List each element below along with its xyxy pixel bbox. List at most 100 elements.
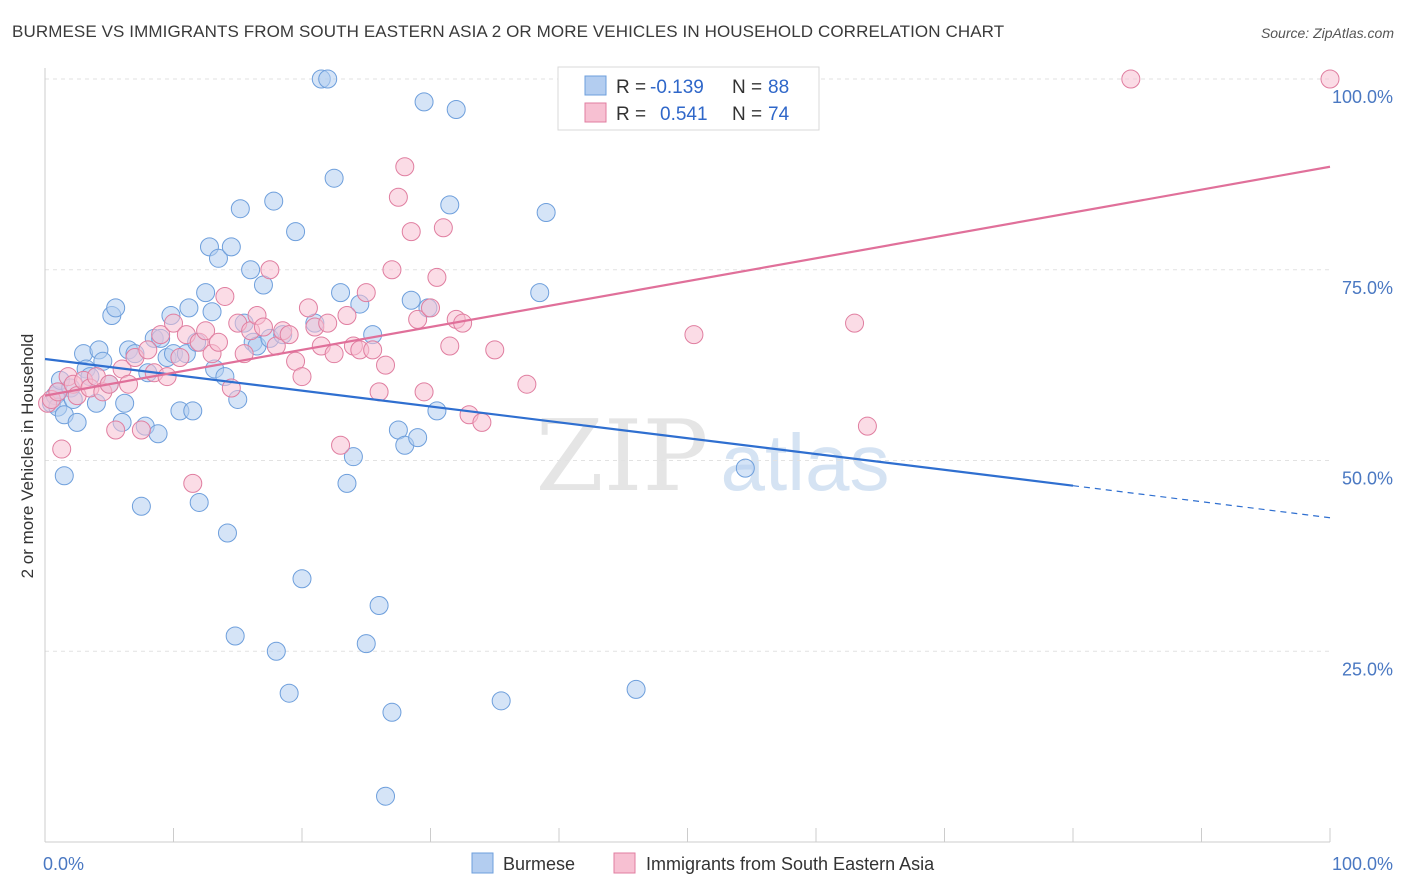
- point-burmese: [414, 92, 434, 112]
- point-burmese: [208, 248, 228, 268]
- point-immigrants: [388, 187, 408, 207]
- point-burmese: [221, 237, 241, 257]
- point-immigrants: [845, 313, 865, 333]
- point-immigrants: [401, 222, 421, 242]
- point-immigrants: [234, 344, 254, 364]
- legend-r-label-immigrants: R =: [616, 104, 646, 125]
- point-burmese: [536, 203, 556, 223]
- y-tick-label: 75.0%: [1342, 278, 1393, 298]
- point-immigrants: [131, 420, 151, 440]
- point-burmese: [735, 458, 755, 478]
- point-immigrants: [151, 325, 171, 345]
- point-immigrants: [324, 344, 344, 364]
- axes: [44, 68, 1331, 843]
- point-immigrants: [337, 306, 357, 326]
- point-immigrants: [433, 218, 453, 238]
- point-burmese: [376, 786, 396, 806]
- point-immigrants: [208, 332, 228, 352]
- point-burmese: [266, 641, 286, 661]
- point-immigrants: [279, 325, 299, 345]
- legend-swatch-immigrants-bottom: [613, 852, 636, 874]
- point-burmese: [369, 595, 389, 615]
- trend-line-burmese: [44, 357, 1074, 487]
- point-burmese: [225, 626, 245, 646]
- point-immigrants: [292, 367, 312, 387]
- point-burmese: [382, 702, 402, 722]
- point-immigrants: [1320, 69, 1340, 89]
- point-immigrants: [119, 374, 139, 394]
- y-tick-label: 50.0%: [1342, 469, 1393, 489]
- point-burmese: [318, 69, 338, 89]
- point-burmese: [230, 199, 250, 219]
- point-burmese: [148, 424, 168, 444]
- point-burmese: [337, 473, 357, 493]
- legend-n-value-burmese: 88: [768, 77, 789, 98]
- trend-line-burmese-extension: [1072, 485, 1331, 519]
- point-immigrants: [485, 340, 505, 360]
- point-burmese: [183, 401, 203, 421]
- legend-swatch-immigrants: [584, 102, 607, 123]
- point-immigrants: [369, 382, 389, 402]
- point-burmese: [324, 168, 344, 188]
- point-immigrants: [196, 321, 216, 341]
- point-burmese: [241, 260, 261, 280]
- point-immigrants: [857, 416, 877, 436]
- y-tick-label: 100.0%: [1332, 87, 1393, 107]
- legend-r-value-burmese: -0.139: [650, 77, 704, 98]
- point-immigrants: [52, 439, 72, 459]
- point-immigrants: [215, 286, 235, 306]
- point-burmese: [427, 401, 447, 421]
- point-immigrants: [395, 157, 415, 177]
- legend-label-immigrants: Immigrants from South Eastern Asia: [646, 854, 935, 874]
- point-immigrants: [331, 435, 351, 455]
- point-burmese: [626, 679, 646, 699]
- point-burmese: [196, 283, 216, 303]
- point-immigrants: [421, 298, 440, 318]
- point-burmese: [401, 290, 421, 310]
- point-burmese: [115, 393, 135, 413]
- point-immigrants: [376, 355, 396, 375]
- x-tick-labels: 0.0% 100.0%: [43, 854, 1393, 874]
- point-burmese: [286, 222, 306, 242]
- point-immigrants: [183, 473, 203, 493]
- point-burmese: [217, 523, 237, 543]
- point-burmese: [67, 412, 87, 432]
- y-axis-label: 2 or more Vehicles in Household: [18, 334, 37, 579]
- point-immigrants: [382, 260, 402, 280]
- x-tick-label: 100.0%: [1332, 854, 1393, 874]
- chart-title: BURMESE VS IMMIGRANTS FROM SOUTH EASTERN…: [12, 22, 1005, 41]
- point-burmese: [440, 195, 460, 215]
- point-burmese: [530, 283, 550, 303]
- y-tick-labels: 25.0% 50.0% 75.0% 100.0%: [1332, 87, 1393, 679]
- point-burmese: [264, 191, 284, 211]
- legend-r-value-immigrants: 0.541: [660, 104, 708, 125]
- point-immigrants: [363, 340, 383, 360]
- series-legend: Burmese Immigrants from South Eastern As…: [471, 852, 935, 874]
- point-immigrants: [356, 283, 376, 303]
- legend-n-label-immigrants: N =: [732, 104, 762, 125]
- point-burmese: [54, 466, 74, 486]
- point-burmese: [106, 298, 126, 318]
- point-immigrants: [318, 313, 338, 333]
- y-tick-label: 25.0%: [1342, 659, 1393, 679]
- point-burmese: [189, 492, 209, 512]
- x-tick-label: 0.0%: [43, 854, 84, 874]
- trend-lines: [44, 165, 1331, 519]
- point-immigrants: [164, 313, 183, 333]
- legend-swatch-burmese-bottom: [471, 852, 494, 874]
- chart-source: Source: ZipAtlas.com: [1260, 25, 1394, 41]
- point-immigrants: [427, 267, 447, 287]
- point-burmese: [279, 683, 299, 703]
- point-burmese: [179, 298, 199, 318]
- point-burmese: [356, 634, 376, 654]
- watermark-zip: ZIP: [536, 400, 709, 514]
- point-immigrants: [138, 340, 158, 360]
- point-immigrants: [1121, 69, 1141, 89]
- point-burmese: [343, 447, 363, 467]
- point-immigrants: [414, 382, 434, 402]
- point-immigrants: [253, 317, 273, 337]
- point-immigrants: [170, 347, 190, 367]
- point-burmese: [491, 691, 511, 711]
- legend-r-label-burmese: R =: [616, 77, 646, 98]
